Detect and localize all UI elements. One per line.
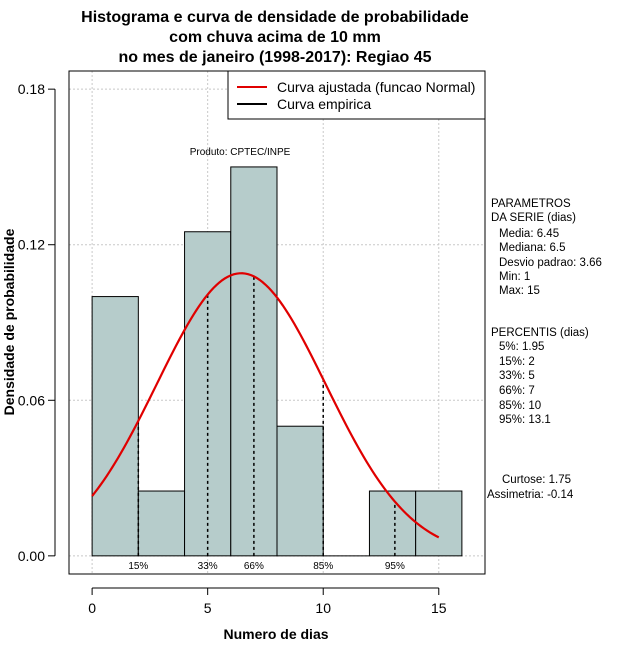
percentis-line: PERCENTIS (dias) — [491, 327, 589, 339]
params-line: DA SERIE (dias) — [491, 212, 576, 224]
x-tick-label: 0 — [88, 600, 96, 616]
legend: Curva ajustada (funcao Normal) Curva emp… — [227, 70, 486, 120]
x-tick-label: 15 — [431, 600, 447, 616]
percentis-line: 85%: 10 — [499, 400, 541, 412]
y-tick-label: 0.00 — [18, 548, 45, 564]
stats-line: Assimetria: -0.14 — [487, 489, 574, 501]
histogram-bar — [276, 425, 324, 557]
source-note: Produto: CPTEC/INPE — [190, 147, 291, 158]
histogram-bar — [368, 490, 417, 557]
params-line: Max: 15 — [499, 285, 540, 297]
side-panel-percentiles: PERCENTIS (dias) 5%: 1.95 15%: 2 33%: 5 … — [491, 327, 589, 426]
x-tick-label: 10 — [315, 600, 331, 616]
y-tick-label: 0.18 — [18, 81, 45, 97]
chart-title-line-2: com chuva acima de 10 mm — [169, 29, 381, 46]
legend-box — [227, 70, 486, 120]
side-panel-shape-stats: Curtose: 1.75 Assimetria: -0.14 — [487, 474, 574, 501]
percentile-label: 15% — [128, 561, 148, 572]
y-axis: 0.00 0.06 0.12 0.18 — [18, 81, 56, 564]
normal-curve-line — [91, 272, 440, 539]
y-tick-label: 0.06 — [18, 392, 45, 408]
histogram-bar — [137, 490, 186, 557]
histogram-bar — [415, 490, 463, 557]
params-line: Media: 6.45 — [499, 228, 559, 240]
params-line: Mediana: 6.5 — [499, 242, 566, 254]
percentis-line: 33%: 5 — [499, 370, 535, 382]
percentis-line: 15%: 2 — [499, 356, 535, 368]
histogram-bar — [91, 296, 139, 557]
percentile-label: 95% — [385, 561, 405, 572]
y-tick-label: 0.12 — [18, 237, 45, 253]
percentile-label: 85% — [313, 561, 333, 572]
legend-normal-label: Curva ajustada (funcao Normal) — [277, 79, 475, 95]
x-axis-label: Numero de dias — [223, 626, 328, 642]
legend-empirical-label: Curva empirica — [277, 96, 371, 112]
params-line: Min: 1 — [499, 271, 530, 283]
percentile-label: 33% — [198, 561, 218, 572]
params-line: Desvio padrao: 3.66 — [499, 257, 602, 269]
chart-title-line-1: Histograma e curva de densidade de proba… — [81, 9, 469, 26]
normal-curve-layer — [91, 272, 440, 539]
stats-line: Curtose: 1.75 — [502, 474, 571, 486]
percentile-lines: 15% 33% 66% 85% 95% — [128, 276, 405, 572]
side-panel-parameters: PARAMETROS DA SERIE (dias) Media: 6.45 M… — [491, 198, 602, 297]
x-axis: 0 5 10 15 — [88, 587, 447, 616]
histogram-bars — [91, 166, 463, 557]
chart-title-line-3: no mes de janeiro (1998-2017): Regiao 45 — [118, 49, 431, 66]
percentile-label: 66% — [244, 561, 264, 572]
params-line: PARAMETROS — [491, 198, 571, 210]
y-axis-label: Densidade de probabilidade — [1, 228, 17, 415]
percentis-line: 95%: 13.1 — [499, 414, 551, 426]
percentis-line: 66%: 7 — [499, 385, 535, 397]
x-tick-label: 5 — [204, 600, 212, 616]
percentis-line: 5%: 1.95 — [499, 341, 544, 353]
